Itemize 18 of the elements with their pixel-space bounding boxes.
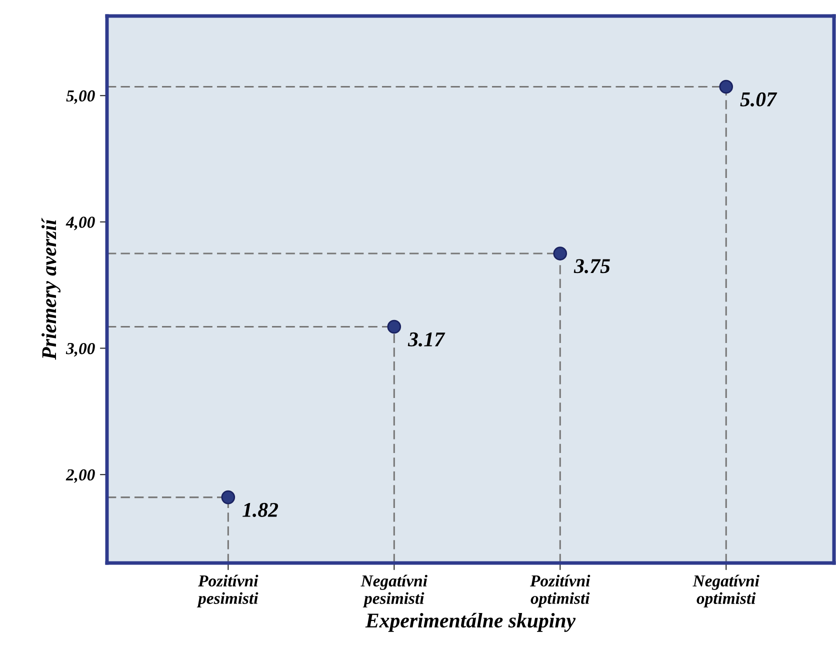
x-tick-label: Pozitívni optimisti <box>530 574 590 608</box>
y-tick-label: 2,00 <box>66 469 95 483</box>
data-label: 3.17 <box>408 332 446 347</box>
y-tick-label: 3,00 <box>66 342 95 357</box>
point <box>719 80 734 94</box>
data-label: 1.82 <box>242 502 278 518</box>
x-tick-label: Negatívni optimisti <box>692 574 760 608</box>
y-tick-label: 4,00 <box>66 216 95 230</box>
x-tick-label: Pozitívni pesimisti <box>196 574 258 608</box>
y-axis-title: Priemery averzií <box>42 218 60 360</box>
point <box>553 246 568 260</box>
x-tick-label: Negatívni pesimisti <box>360 574 428 608</box>
point <box>387 320 402 334</box>
data-label: 3.75 <box>574 259 610 274</box>
point <box>221 490 236 504</box>
data-label: 5.07 <box>740 92 778 106</box>
x-axis-title: Experimentálne skupiny <box>365 612 576 632</box>
y-tick-label: 5,00 <box>66 90 95 104</box>
